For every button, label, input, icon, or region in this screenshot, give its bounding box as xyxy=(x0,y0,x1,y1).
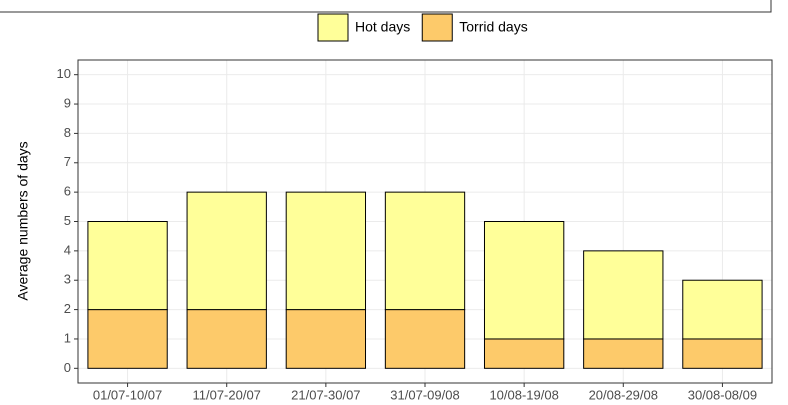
bar-segment xyxy=(186,191,267,311)
plot-border xyxy=(77,59,773,384)
y-tick-label: 4 xyxy=(64,242,71,257)
x-tick-label: 20/08-29/08 xyxy=(589,387,658,402)
legend-swatch xyxy=(421,13,453,42)
y-tick-label: 2 xyxy=(64,301,71,316)
bar-segment xyxy=(87,309,168,369)
y-tick-label: 8 xyxy=(64,125,71,140)
y-tick-label: 1 xyxy=(64,330,71,345)
bar-segment xyxy=(583,250,664,340)
bar-segment xyxy=(285,309,367,369)
bar-segment xyxy=(384,191,466,311)
y-tick-label: 3 xyxy=(64,272,71,287)
x-tick-label: 21/07-30/07 xyxy=(291,387,360,402)
bar-segment xyxy=(483,221,565,340)
legend-swatch xyxy=(317,13,349,42)
y-tick-label: 10 xyxy=(57,66,71,81)
y-tick-label: 6 xyxy=(64,184,71,199)
bar-segment xyxy=(285,191,367,311)
outer-frame xyxy=(0,0,772,13)
x-tick-label: 01/07-10/07 xyxy=(93,387,162,402)
x-tick-label: 30/08-08/09 xyxy=(688,387,757,402)
y-tick-label: 0 xyxy=(64,360,71,375)
bar-segment xyxy=(186,309,267,369)
y-tick-label: 7 xyxy=(64,154,71,169)
y-tick-label: 5 xyxy=(64,213,71,228)
bar-segment xyxy=(682,279,763,340)
y-tick-label: 9 xyxy=(64,95,71,110)
bar-segment xyxy=(87,221,168,311)
x-tick-label: 10/08-19/08 xyxy=(489,387,558,402)
bar-segment xyxy=(483,338,565,369)
legend-label: Hot days xyxy=(355,19,410,35)
legend-label: Torrid days xyxy=(459,19,527,35)
bar-segment xyxy=(682,338,763,369)
bar-segment xyxy=(384,309,466,369)
y-axis-label: Average numbers of days xyxy=(15,141,31,300)
x-tick-label: 11/07-20/07 xyxy=(192,387,260,402)
x-tick-label: 31/07-09/08 xyxy=(390,387,459,402)
bar-segment xyxy=(583,338,664,369)
